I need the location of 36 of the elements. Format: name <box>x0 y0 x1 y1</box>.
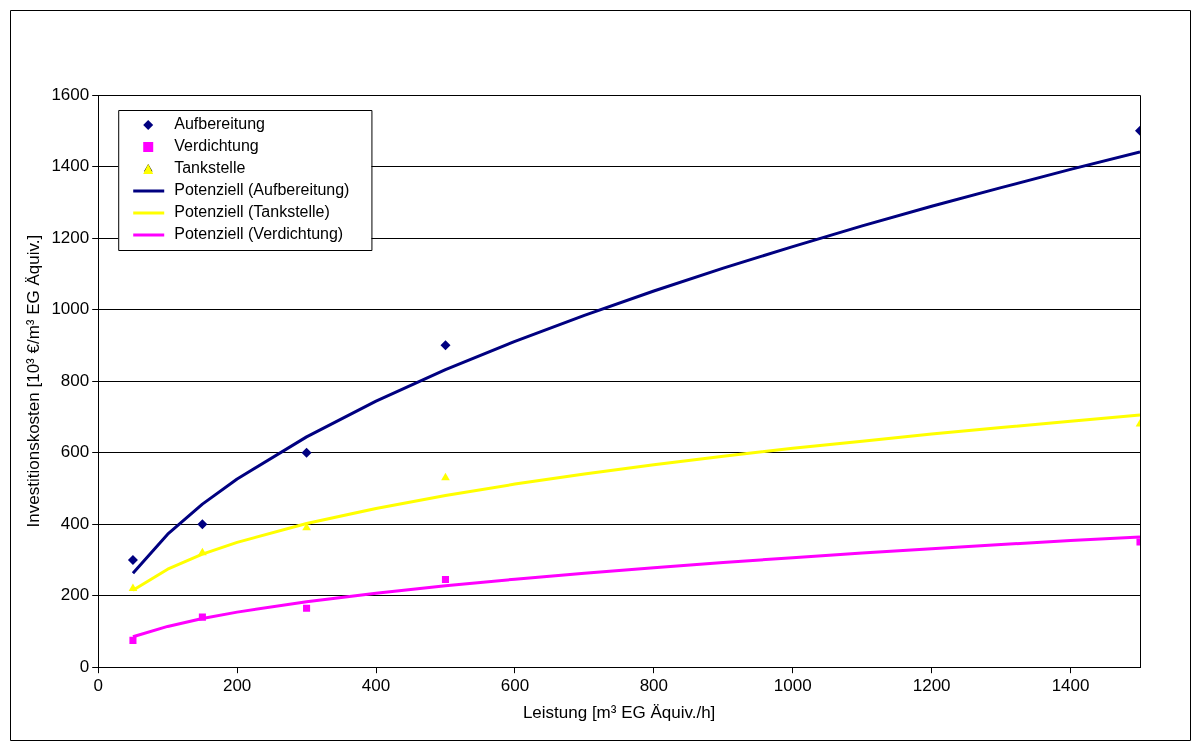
x-tick-label: 800 <box>639 676 669 696</box>
x-tick-label: 200 <box>222 676 252 696</box>
x-tick-label: 600 <box>500 676 530 696</box>
legend-label: Aufbereitung <box>174 115 265 133</box>
point <box>198 547 207 556</box>
x-tick-label: 400 <box>361 676 391 696</box>
point <box>129 636 137 644</box>
y-tick-label: 1400 <box>51 156 90 176</box>
y-axis-title: Investitionskosten [10³ €/m³ EG Äquiv.] <box>23 234 43 528</box>
y-tick-label: 0 <box>79 656 90 676</box>
y-tick-label: 1000 <box>51 299 90 319</box>
x-tick-label: 1200 <box>912 676 951 696</box>
y-tick-label: 1600 <box>51 84 90 104</box>
y-tick-label: 800 <box>60 370 90 390</box>
point <box>303 604 311 612</box>
x-tick-label: 0 <box>93 676 103 696</box>
point <box>301 447 312 458</box>
y-tick-label: 400 <box>60 513 90 533</box>
legend-label: Potenziell (Tankstelle) <box>174 203 330 221</box>
x-tick-label: 1000 <box>773 676 812 696</box>
legend-label: Potenziell (Aufbereitung) <box>174 181 350 199</box>
point <box>441 472 450 481</box>
legend-label: Tankstelle <box>174 159 246 177</box>
x-tick-label: 1400 <box>1051 676 1090 696</box>
point <box>128 583 138 592</box>
point <box>441 576 450 584</box>
point <box>127 554 138 565</box>
point <box>440 340 451 351</box>
legend-label: Verdichtung <box>174 137 259 155</box>
y-tick-label: 1200 <box>51 227 90 247</box>
point <box>198 613 206 621</box>
legend-label: Potenziell (Verdichtung) <box>174 225 344 243</box>
y-tick-label: 200 <box>60 585 90 605</box>
point <box>197 519 208 530</box>
y-tick-label: 600 <box>60 442 90 462</box>
x-axis-title: Leistung [m³ EG Äquiv./h] <box>522 703 716 723</box>
